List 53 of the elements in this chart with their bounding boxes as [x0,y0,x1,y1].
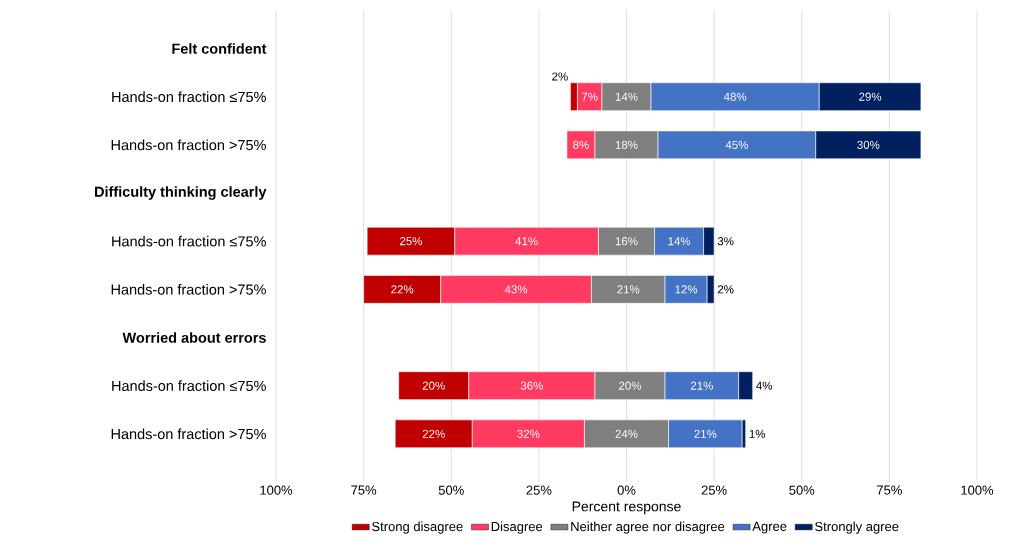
x-tick-label: 75% [351,485,377,495]
data-label: 14% [668,237,691,246]
data-label: 18% [615,140,638,149]
data-label: 20% [619,381,642,390]
y-tick-label: Hands-on fraction ≤75% [112,91,266,103]
legend-label: Strong disagree [372,521,463,534]
data-label: 22% [391,285,414,294]
data-label: 21% [694,429,717,438]
data-label: 30% [857,140,880,149]
x-tick-label: 50% [789,485,815,495]
x-tick-label: 100% [961,485,994,495]
x-tick-label: 25% [701,485,727,495]
legend-label: Agree [752,521,787,534]
data-label: 43% [504,285,528,294]
data-label: 48% [723,92,747,101]
x-tick-label: 75% [877,485,902,495]
y-tick-label: Felt confident [172,43,267,54]
y-tick-label: Hands-on fraction >75% [111,428,266,440]
data-label: 14% [615,92,638,101]
y-tick-label: Hands-on fraction ≤75% [112,380,266,391]
data-label: 2% [552,72,568,81]
data-label: 24% [615,429,638,438]
x-tick-label: 100% [260,485,293,495]
y-tick-label: Difficulty thinking clearly [95,186,267,200]
legend-label: Neither agree nor disagree [571,521,725,534]
data-label: 7% [581,92,598,101]
data-label: 8% [573,140,589,149]
y-tick-label: Hands-on fraction ≤75% [112,235,266,247]
data-label: 22% [422,429,445,438]
y-tick-label: Hands-on fraction >75% [111,284,266,295]
legend-label: Disagree [491,521,543,534]
data-label: 21% [617,285,640,294]
y-tick-label: Hands-on fraction >75% [111,139,266,151]
x-tick-label: 50% [438,485,464,495]
data-label: 16% [615,237,638,246]
x-tick-label: 25% [526,485,552,495]
data-label: 36% [520,381,543,390]
data-label: 1% [749,429,766,438]
data-label: 2% [717,285,734,294]
data-label: 12% [675,285,698,294]
data-label: 25% [400,237,423,246]
data-label: 4% [756,381,773,390]
x-axis-title: Percent response [572,501,681,515]
data-label: 3% [717,237,734,246]
x-tick-label: 0% [617,485,636,495]
y-tick-label: Worried about errors [122,332,266,343]
data-label: 21% [690,381,713,390]
data-label: 29% [859,92,882,101]
legend-label: Strongly agree [815,521,899,534]
data-label: 45% [725,140,748,149]
data-label: 41% [515,237,538,246]
data-label: 32% [517,429,540,438]
data-label: 20% [422,381,445,390]
